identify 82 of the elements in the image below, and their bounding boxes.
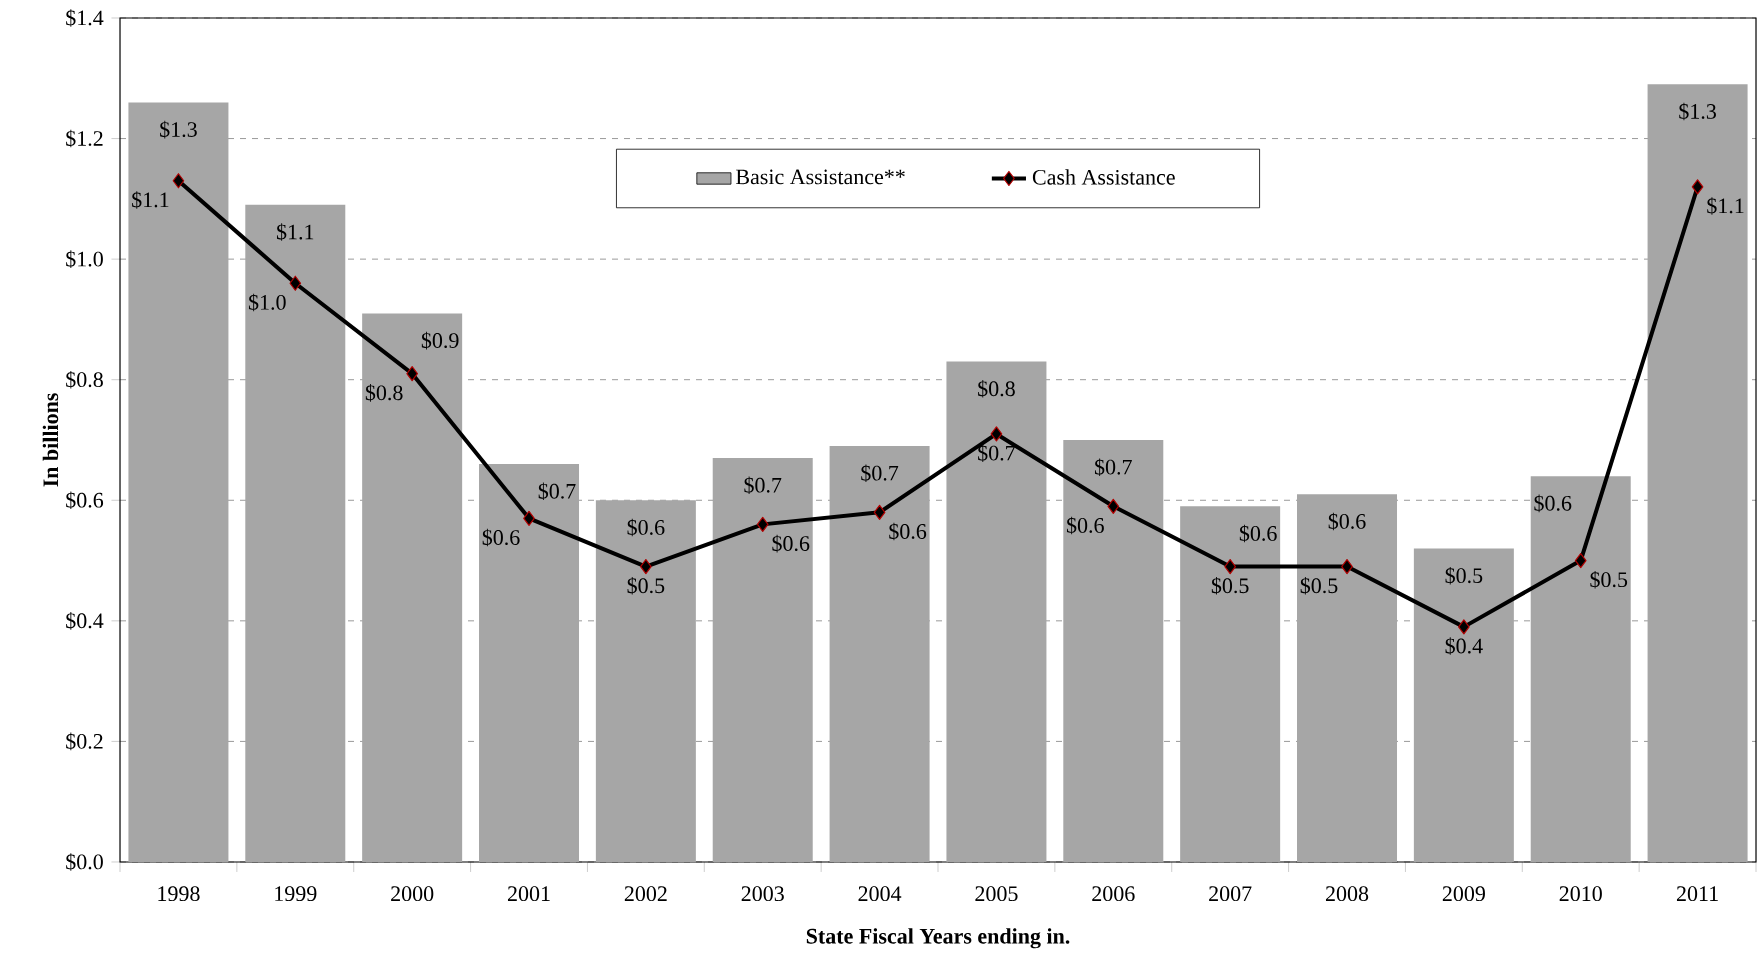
y-tick-label: $1.4 <box>66 9 104 27</box>
data-label: $0.7 <box>538 482 576 501</box>
data-label: $0.8 <box>365 384 403 402</box>
data-label: $0.6 <box>627 518 665 537</box>
x-tick-label: 2010 <box>1559 886 1602 902</box>
data-label: $0.7 <box>978 444 1016 462</box>
data-label: $1.3 <box>1679 102 1716 121</box>
data-label: $0.6 <box>1534 494 1572 513</box>
data-label: $1.1 <box>276 223 314 241</box>
data-label: $0.5 <box>1445 566 1483 585</box>
data-label: $0.9 <box>421 331 459 350</box>
point <box>289 275 302 291</box>
bar <box>245 204 346 862</box>
data-label: $0.6 <box>482 528 520 547</box>
data-label: $0.5 <box>1590 570 1628 589</box>
legend-label: Basic Assistance** <box>736 169 905 185</box>
y-tick-label: $1.2 <box>66 129 103 148</box>
data-label: $0.5 <box>1300 576 1338 595</box>
bar <box>479 464 580 862</box>
x-tick-label: 1998 <box>158 886 200 902</box>
bar <box>1180 506 1281 862</box>
y-tick-label: $0.6 <box>66 491 104 510</box>
point <box>1458 619 1470 635</box>
x-tick-label: 2008 <box>1325 886 1369 902</box>
point <box>1107 498 1120 514</box>
y-tick-label: $0.2 <box>66 732 103 751</box>
x-tick-label: 2001 <box>507 886 550 902</box>
point <box>990 426 1003 442</box>
point <box>172 173 185 189</box>
data-label: $1.1 <box>132 191 169 209</box>
point <box>1224 558 1236 575</box>
point <box>873 504 886 520</box>
data-label: $0.7 <box>861 464 899 483</box>
bar <box>829 446 930 862</box>
bar <box>595 500 696 862</box>
data-label: $0.7 <box>1094 458 1132 476</box>
data-label: $0.6 <box>1328 512 1366 531</box>
data-label: $1.1 <box>1707 197 1744 215</box>
point <box>640 558 652 575</box>
x-tick-label: 2004 <box>858 886 902 902</box>
bar <box>1063 439 1164 862</box>
data-label: $0.6 <box>1239 524 1277 543</box>
x-axis-title: State Fiscal Years ending in. <box>806 928 1070 949</box>
point <box>756 516 769 532</box>
data-label: $0.8 <box>978 380 1015 398</box>
x-tick-label: 2007 <box>1209 886 1252 902</box>
x-tick-label: 2005 <box>975 886 1018 902</box>
y-tick-label: $1.0 <box>66 250 103 268</box>
legend-label: Cash Assistance <box>1032 169 1175 185</box>
data-label: $0.6 <box>1066 516 1104 535</box>
data-label: $1.0 <box>248 293 286 312</box>
x-tick-label: 2011 <box>1676 886 1718 902</box>
point <box>1574 552 1587 569</box>
data-label: $0.5 <box>1211 576 1249 595</box>
data-label: $1.3 <box>160 120 197 139</box>
data-label: $0.7 <box>744 476 782 495</box>
bar <box>128 102 229 862</box>
x-tick-label: 2003 <box>741 886 784 902</box>
point <box>1341 558 1353 575</box>
point <box>406 366 418 382</box>
bar <box>1413 548 1514 862</box>
x-tick-label: 2006 <box>1092 886 1135 902</box>
data-label: $0.4 <box>1445 637 1483 655</box>
y-tick-label: $0.8 <box>66 370 103 389</box>
x-tick-label: 2002 <box>624 886 667 902</box>
point <box>523 510 535 526</box>
bar <box>1297 494 1398 862</box>
x-tick-label: 2009 <box>1442 886 1485 902</box>
data-label: $0.6 <box>889 522 927 541</box>
y-tick-label: $0.0 <box>66 853 103 871</box>
y-tick-label: $0.4 <box>66 612 104 630</box>
bar <box>1647 84 1748 862</box>
bar <box>1530 476 1631 862</box>
x-tick-label: 2000 <box>391 886 434 902</box>
bar <box>946 361 1047 862</box>
data-label: $0.5 <box>627 576 665 595</box>
bar <box>712 458 813 862</box>
point <box>1691 179 1704 195</box>
y-axis-title: In billions <box>42 393 59 487</box>
data-label: $0.6 <box>772 534 810 553</box>
bar <box>362 313 463 862</box>
x-tick-label: 1999 <box>275 886 317 902</box>
